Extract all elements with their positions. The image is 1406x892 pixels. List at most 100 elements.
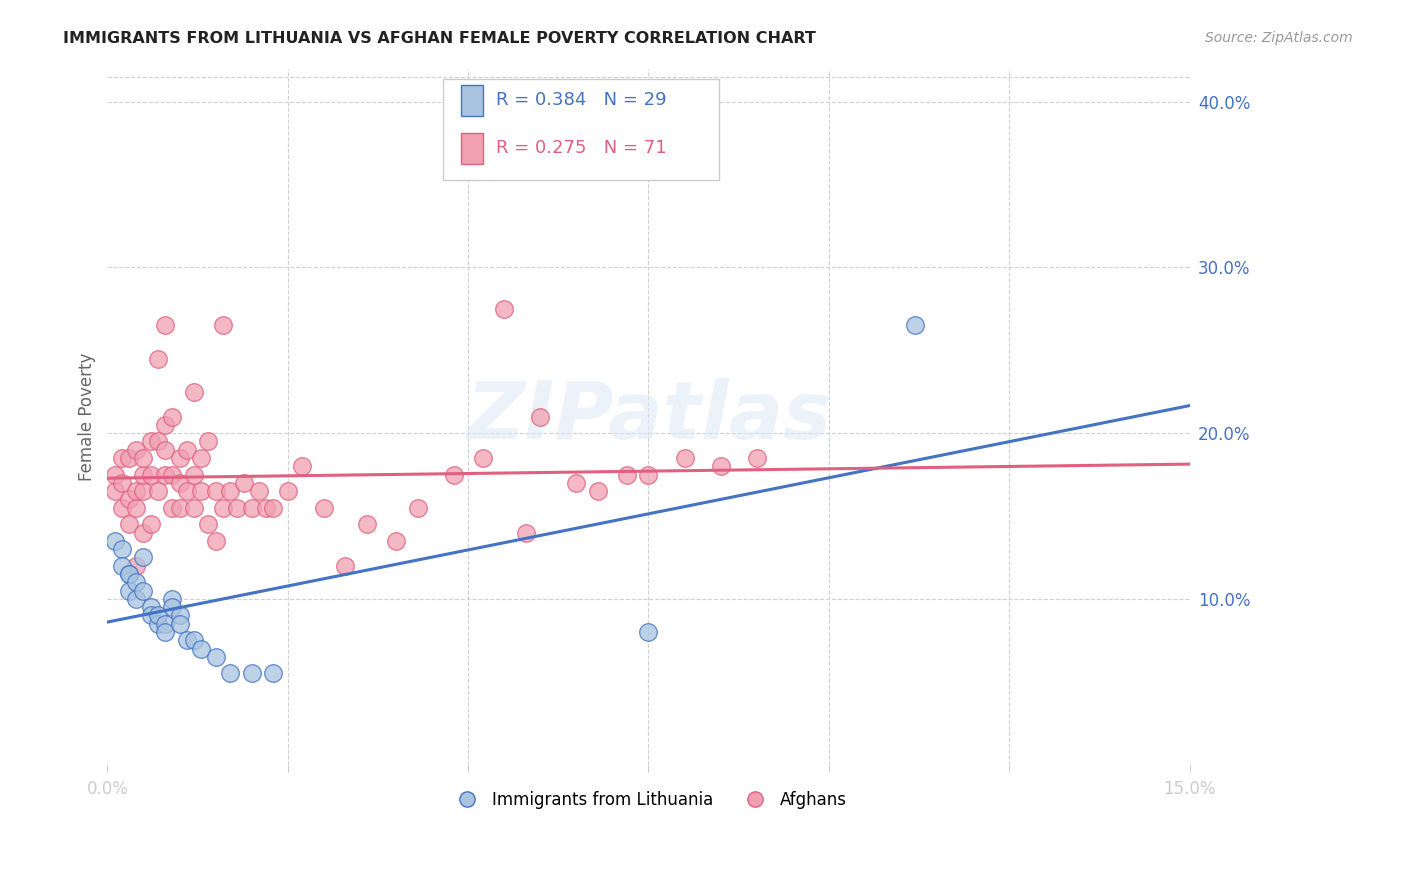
Point <box>262 666 284 681</box>
Point <box>673 450 696 465</box>
Point <box>153 318 176 333</box>
Point <box>471 450 494 465</box>
Point <box>146 351 169 366</box>
Point <box>745 450 768 465</box>
Point <box>240 500 263 515</box>
Point <box>169 608 191 623</box>
Point <box>637 467 659 482</box>
Point <box>219 666 242 681</box>
Point <box>104 533 127 548</box>
Point <box>247 484 270 499</box>
Text: R = 0.275   N = 71: R = 0.275 N = 71 <box>496 139 666 157</box>
Text: Source: ZipAtlas.com: Source: ZipAtlas.com <box>1205 31 1353 45</box>
Point <box>132 450 155 465</box>
Point <box>162 600 184 615</box>
Point <box>153 616 176 631</box>
Point <box>132 583 155 598</box>
Point <box>176 442 198 457</box>
Point <box>183 384 205 399</box>
Point <box>406 500 429 515</box>
Point <box>139 600 162 615</box>
Point <box>118 583 141 598</box>
Point <box>211 318 233 333</box>
FancyBboxPatch shape <box>461 85 482 116</box>
Point <box>125 500 148 515</box>
Point <box>233 475 256 490</box>
Point <box>190 450 212 465</box>
Text: ZIPatlas: ZIPatlas <box>465 377 831 456</box>
Point <box>118 566 141 581</box>
Point <box>204 533 226 548</box>
Point <box>197 434 219 449</box>
Point <box>219 484 242 499</box>
Point <box>240 666 263 681</box>
Point <box>104 467 127 482</box>
Point <box>515 525 537 540</box>
Point <box>139 608 162 623</box>
Point <box>176 633 198 648</box>
Text: R = 0.384   N = 29: R = 0.384 N = 29 <box>496 91 666 109</box>
Point <box>104 484 127 499</box>
Point <box>139 467 162 482</box>
Point <box>204 484 226 499</box>
Point <box>183 467 205 482</box>
Point <box>169 450 191 465</box>
Point <box>204 649 226 664</box>
Point <box>153 467 176 482</box>
Point <box>277 484 299 499</box>
Point <box>291 459 314 474</box>
Point <box>118 492 141 507</box>
Point <box>616 467 638 482</box>
Point <box>529 409 551 424</box>
Point <box>111 500 134 515</box>
FancyBboxPatch shape <box>443 79 718 180</box>
Point <box>169 475 191 490</box>
Point <box>125 558 148 573</box>
Point <box>125 442 148 457</box>
Point <box>132 467 155 482</box>
Point <box>254 500 277 515</box>
Text: IMMIGRANTS FROM LITHUANIA VS AFGHAN FEMALE POVERTY CORRELATION CHART: IMMIGRANTS FROM LITHUANIA VS AFGHAN FEMA… <box>63 31 815 46</box>
Point <box>312 500 335 515</box>
Point <box>146 616 169 631</box>
Point <box>162 591 184 606</box>
Point <box>125 591 148 606</box>
Point <box>162 409 184 424</box>
Point <box>385 533 408 548</box>
Point <box>162 500 184 515</box>
Point <box>146 484 169 499</box>
Point <box>132 525 155 540</box>
Point <box>710 459 733 474</box>
Point <box>565 475 588 490</box>
Point <box>162 467 184 482</box>
Point <box>637 624 659 639</box>
Point <box>153 417 176 432</box>
Point <box>176 484 198 499</box>
Point <box>111 542 134 557</box>
Point <box>169 616 191 631</box>
Point <box>118 517 141 532</box>
Point <box>197 517 219 532</box>
Point <box>125 575 148 590</box>
Point <box>118 450 141 465</box>
Point <box>153 624 176 639</box>
Point <box>183 633 205 648</box>
Point <box>146 434 169 449</box>
Point <box>335 558 357 573</box>
Point <box>111 475 134 490</box>
Point <box>226 500 249 515</box>
Point <box>111 558 134 573</box>
Point <box>118 566 141 581</box>
Point <box>586 484 609 499</box>
Point <box>262 500 284 515</box>
Point <box>183 500 205 515</box>
Point <box>132 550 155 565</box>
Point <box>190 641 212 656</box>
FancyBboxPatch shape <box>461 133 482 164</box>
Point <box>356 517 378 532</box>
Point <box>153 442 176 457</box>
Y-axis label: Female Poverty: Female Poverty <box>79 352 96 481</box>
Point <box>169 500 191 515</box>
Point <box>211 500 233 515</box>
Point <box>139 434 162 449</box>
